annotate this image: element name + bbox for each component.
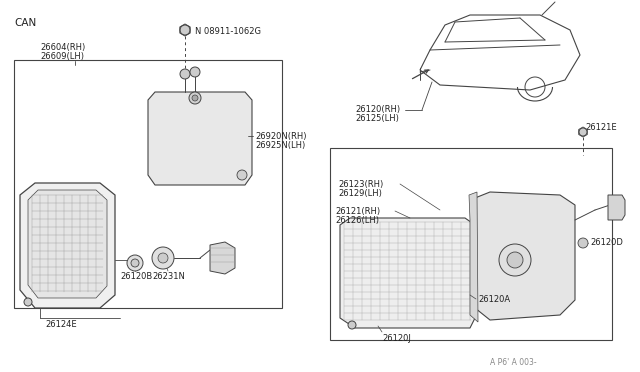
Circle shape bbox=[24, 298, 32, 306]
Text: 26609(LH): 26609(LH) bbox=[40, 52, 84, 61]
Polygon shape bbox=[28, 190, 107, 298]
Text: 26120(RH): 26120(RH) bbox=[355, 105, 400, 114]
Circle shape bbox=[579, 128, 587, 136]
Bar bbox=[330, 148, 612, 340]
Text: 26121E: 26121E bbox=[585, 123, 616, 132]
Polygon shape bbox=[340, 218, 475, 328]
Polygon shape bbox=[469, 192, 478, 322]
Circle shape bbox=[131, 259, 139, 267]
Text: 26120D: 26120D bbox=[590, 238, 623, 247]
Polygon shape bbox=[210, 242, 235, 274]
Circle shape bbox=[180, 25, 190, 35]
Text: CAN: CAN bbox=[14, 18, 36, 28]
Text: 26124E: 26124E bbox=[45, 320, 77, 329]
Circle shape bbox=[499, 244, 531, 276]
Text: 26120J: 26120J bbox=[382, 334, 411, 343]
Text: 26920N(RH): 26920N(RH) bbox=[255, 132, 307, 141]
Text: 26231N: 26231N bbox=[152, 272, 185, 281]
Polygon shape bbox=[608, 195, 625, 220]
Circle shape bbox=[180, 69, 190, 79]
Circle shape bbox=[237, 170, 247, 180]
Circle shape bbox=[158, 253, 168, 263]
Text: 26126(LH): 26126(LH) bbox=[335, 216, 379, 225]
Text: A P6' A 003-: A P6' A 003- bbox=[490, 358, 536, 367]
Text: N 08911-1062G: N 08911-1062G bbox=[195, 27, 261, 36]
Text: 26120A: 26120A bbox=[478, 295, 510, 304]
Circle shape bbox=[192, 95, 198, 101]
Text: 26129(LH): 26129(LH) bbox=[338, 189, 382, 198]
Bar bbox=[580, 240, 586, 246]
Circle shape bbox=[127, 255, 143, 271]
Polygon shape bbox=[475, 192, 575, 320]
Circle shape bbox=[152, 247, 174, 269]
Text: 26121(RH): 26121(RH) bbox=[335, 207, 380, 216]
Text: 26925N(LH): 26925N(LH) bbox=[255, 141, 305, 150]
Circle shape bbox=[190, 67, 200, 77]
Circle shape bbox=[189, 92, 201, 104]
Text: 26120B: 26120B bbox=[120, 272, 152, 281]
Polygon shape bbox=[20, 183, 115, 308]
Bar bbox=[14, 60, 282, 308]
Text: 26604(RH): 26604(RH) bbox=[40, 43, 85, 52]
Polygon shape bbox=[148, 92, 252, 185]
Bar bbox=[165, 108, 220, 148]
Text: 26123(RH): 26123(RH) bbox=[338, 180, 383, 189]
Circle shape bbox=[348, 321, 356, 329]
Text: 26125(LH): 26125(LH) bbox=[355, 114, 399, 123]
Circle shape bbox=[578, 238, 588, 248]
Circle shape bbox=[507, 252, 523, 268]
